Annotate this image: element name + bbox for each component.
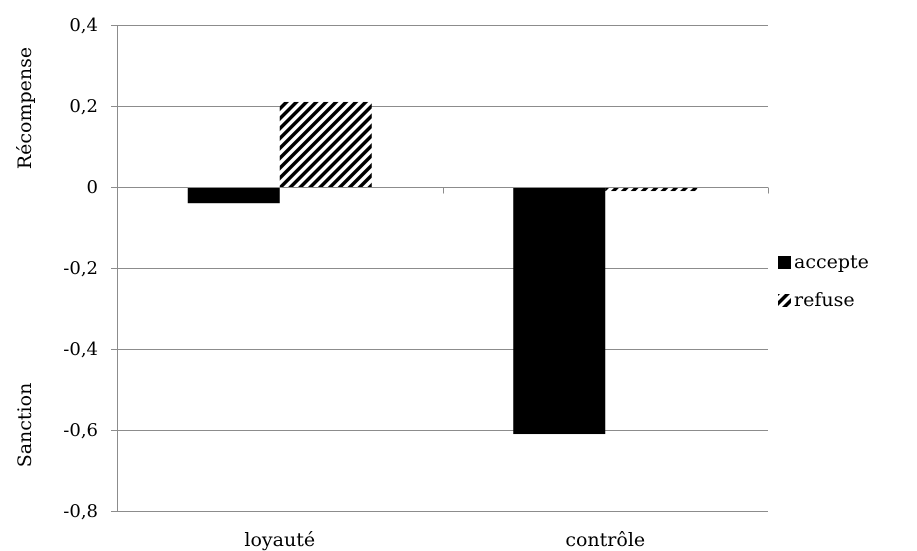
y-tick-label: 0 [87,177,98,198]
legend-swatch-refuse [778,294,791,307]
x-category-label: contrôle [565,529,645,551]
y-tick-label: 0,2 [69,96,98,117]
y-tick-labels: 0,4 0,2 0 -0,2 -0,4 -0,6 -0,8 [63,15,98,522]
axes [111,25,769,512]
x-category-label: loyauté [244,529,315,551]
bar-accepte-1 [187,187,280,204]
legend-swatch-accepte [778,256,791,269]
bar-accepte-2 [513,187,606,435]
y-axis-label-bottom: Sanction [14,383,36,468]
legend-label-accepte: accepte [794,251,869,273]
legend: accepte refuse [778,251,869,311]
bar-refuse-2 [605,187,698,192]
y-tick-label: -0,8 [63,501,98,522]
gridlines [117,25,768,512]
bars [187,101,698,435]
bar-refuse-1 [279,101,372,187]
legend-label-refuse: refuse [794,289,855,311]
y-tick-label: 0,4 [69,15,98,36]
y-tick-label: -0,2 [63,258,98,279]
y-tick-label: -0,6 [63,420,98,441]
y-tick-label: -0,4 [63,339,98,360]
y-axis-label-top: Récompense [14,47,36,169]
x-category-labels: loyauté contrôle [244,529,645,551]
